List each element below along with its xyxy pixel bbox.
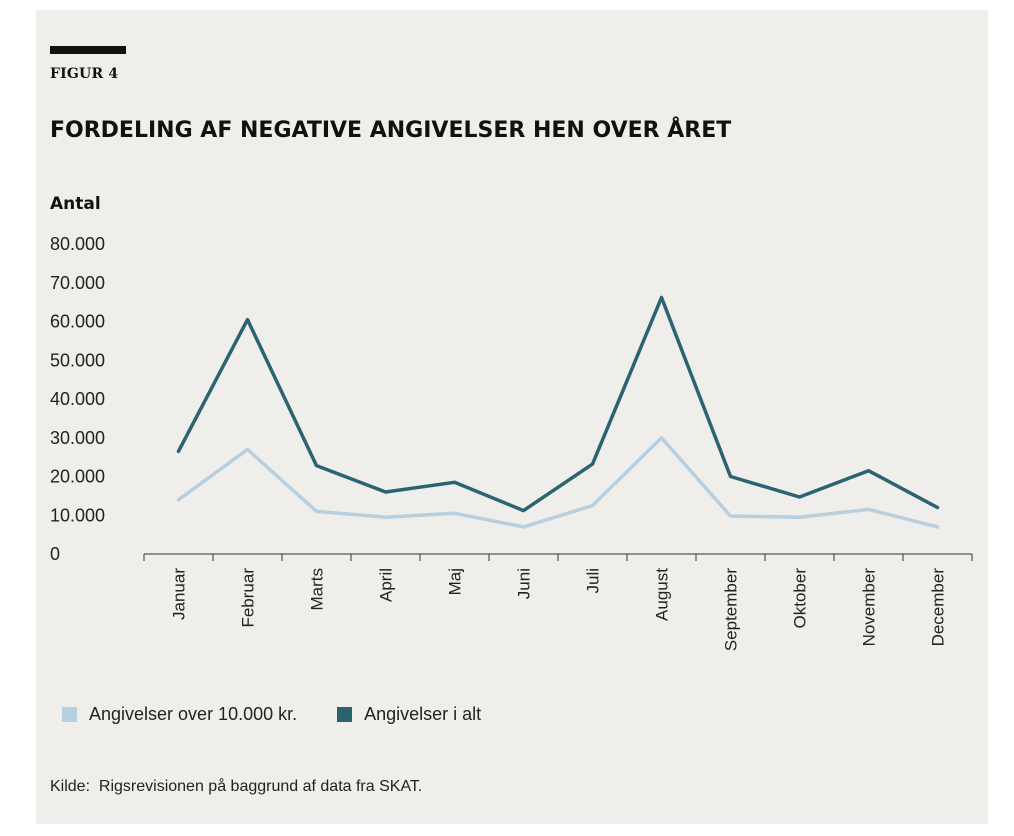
x-tick-label: Marts <box>308 568 327 611</box>
source-note: Kilde: Rigsrevisionen på baggrund af dat… <box>50 778 423 795</box>
legend-swatch-light <box>62 707 77 722</box>
legend-swatch-dark <box>337 707 353 722</box>
x-tick-label: Oktober <box>791 568 810 629</box>
series-line-over-10000 <box>176 436 940 529</box>
y-tick-label: 30.000 <box>50 428 105 448</box>
x-tick-label: Januar <box>170 568 189 620</box>
y-tick-label: 80.000 <box>50 234 105 254</box>
y-tick-label: 60.000 <box>50 312 105 332</box>
y-tick-label: 70.000 <box>50 273 105 293</box>
x-tick-label: September <box>722 568 741 651</box>
y-tick-label: 50.000 <box>50 350 105 370</box>
x-tick-label: Juni <box>515 568 534 599</box>
legend-label-dark: Angivelser i alt <box>364 704 482 724</box>
y-tick-label: 0 <box>50 544 60 564</box>
x-axis <box>143 553 973 561</box>
legend-label-light: Angivelser over 10.000 kr. <box>89 704 298 724</box>
y-tick-label: 40.000 <box>50 389 105 409</box>
y-tick-label: 10.000 <box>50 505 105 525</box>
line-chart: 0 10.000 20.000 30.000 40.000 50.000 60.000 70.… <box>50 234 973 652</box>
y-tick-label: 20.000 <box>50 467 105 487</box>
y-axis-ticks: 0 10.000 20.000 30.000 40.000 50.000 60.000 70.… <box>50 234 105 564</box>
x-tick-label: December <box>929 568 948 647</box>
legend-item-dark: Angivelser i alt <box>337 704 481 725</box>
x-tick-label: Maj <box>446 568 465 595</box>
x-tick-label: August <box>653 568 672 621</box>
x-tick-label: November <box>860 568 879 647</box>
x-axis-tick-labels: Januar Februar Marts April Maj Juni Juli August… <box>170 568 948 652</box>
legend: Angivelser over 10.000 kr. Angivelser i … <box>62 704 521 725</box>
chart-title: FORDELING AF NEGATIVE ANGIVELSER HEN OVE… <box>50 118 732 143</box>
x-tick-label: Februar <box>239 568 258 628</box>
y-axis-label: Antal <box>50 194 101 214</box>
figure-label: FIGUR 4 <box>50 66 119 82</box>
figure-panel: FIGUR 4 FORDELING AF NEGATIVE ANGIVELSER… <box>36 10 988 824</box>
x-tick-label: Juli <box>584 568 603 594</box>
figure-accent-bar <box>50 46 126 54</box>
legend-item-light: Angivelser over 10.000 kr. <box>62 704 297 725</box>
series-line-total <box>176 295 940 513</box>
series-lines <box>176 295 940 529</box>
x-tick-label: April <box>377 568 396 602</box>
